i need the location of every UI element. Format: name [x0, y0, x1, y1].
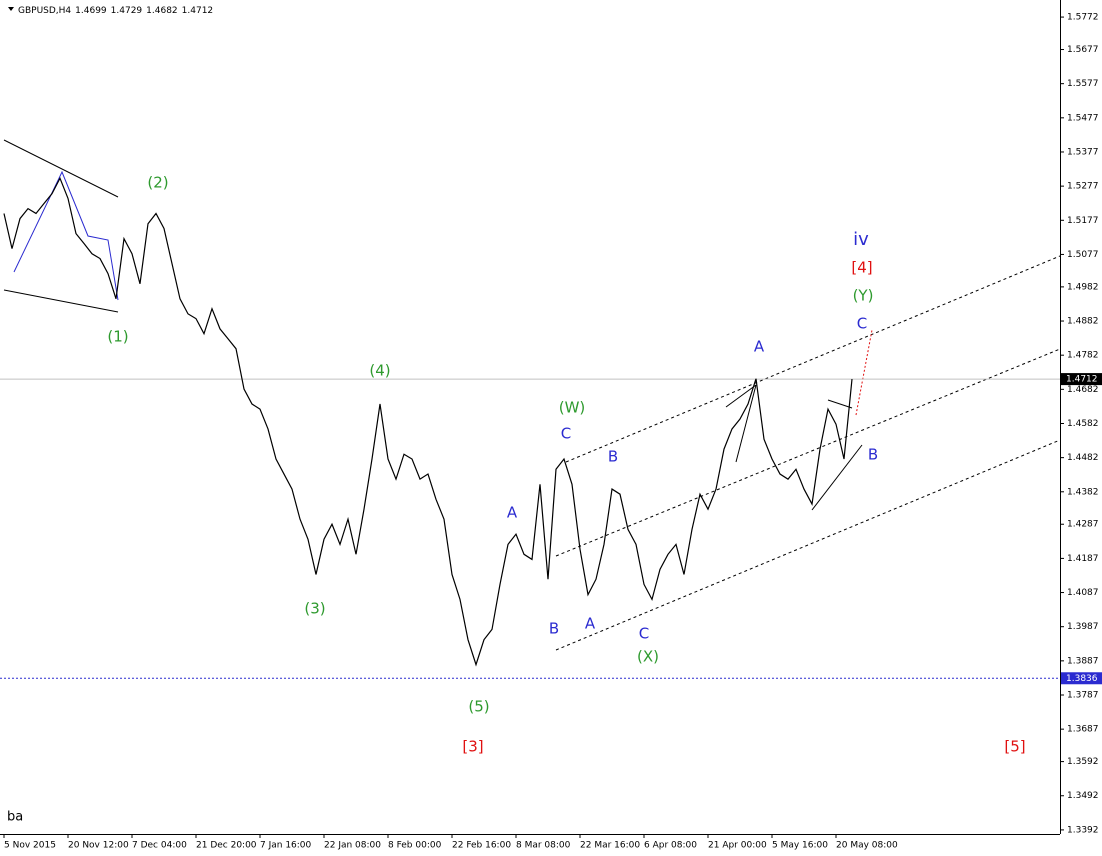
level-label: 1.3836: [1066, 674, 1098, 684]
price-line: [3, 176, 853, 667]
wave-label: (4): [369, 362, 390, 380]
menu-arrow: [8, 7, 14, 11]
wave-label: iv: [853, 229, 869, 250]
trend-lines: [3, 139, 863, 511]
wave-lines: [13, 170, 119, 301]
y-tick-label: 1.4287: [1067, 520, 1099, 530]
wave-label: B: [608, 448, 618, 466]
wave-label: A: [585, 615, 596, 633]
ohlc-value: 1.4729: [111, 6, 143, 16]
wave-label: (W): [559, 399, 586, 417]
channel-lines: [555, 255, 1061, 651]
ohlc-value: 1.4712: [182, 6, 214, 16]
ohlc-value: 1.4682: [146, 6, 178, 16]
projection-line: [855, 329, 873, 416]
y-tick-label: 1.4087: [1067, 588, 1099, 598]
x-tick-label: 6 Apr 08:00: [644, 841, 697, 851]
wave-label: C: [857, 315, 867, 333]
y-tick-label: 1.4882: [1067, 317, 1099, 327]
y-tick-label: 1.3987: [1067, 622, 1099, 632]
y-tick-label: 1.5177: [1067, 216, 1099, 226]
x-tick-label: 5 Nov 2015: [4, 841, 56, 851]
y-tick-label: 1.5077: [1067, 250, 1099, 260]
x-tick-label: 20 Nov 12:00: [68, 841, 129, 851]
current-price-box: [1061, 373, 1102, 386]
x-tick-label: 20 May 08:00: [836, 841, 898, 851]
wave-label: (1): [107, 328, 128, 346]
y-tick-label: 1.5772: [1067, 13, 1099, 23]
current-price-label: 1.4712: [1066, 375, 1098, 385]
y-tick-label: 1.4682: [1067, 385, 1099, 395]
y-tick-label: 1.5577: [1067, 79, 1099, 89]
wave-label: (3): [304, 600, 325, 618]
y-tick-label: 1.4582: [1067, 419, 1099, 429]
wave-label: A: [507, 504, 518, 522]
x-tick-label: 8 Mar 08:00: [516, 841, 571, 851]
x-tick-label: 7 Jan 16:00: [260, 841, 312, 851]
y-tick-label: 1.4382: [1067, 487, 1099, 497]
x-tick-label: 8 Feb 00:00: [388, 841, 442, 851]
y-tick-label: 1.3787: [1067, 691, 1099, 701]
wave-label: (Y): [853, 287, 874, 305]
y-tick-label: 1.4782: [1067, 351, 1099, 361]
level-box: [1061, 672, 1102, 685]
y-tick-label: 1.5477: [1067, 113, 1099, 123]
y-tick-label: 1.5277: [1067, 182, 1099, 192]
wave-label: (X): [637, 648, 659, 666]
y-tick-label: 1.5677: [1067, 45, 1099, 55]
wave-label: [3]: [462, 738, 483, 756]
wave-label: B: [549, 620, 559, 638]
y-tick-label: 1.3492: [1067, 791, 1099, 801]
x-tick-label: 21 Dec 20:00: [196, 841, 257, 851]
x-tick-label: 22 Mar 16:00: [580, 841, 640, 851]
x-tick-label: 7 Dec 04:00: [132, 841, 187, 851]
wave-label: (5): [468, 698, 489, 716]
x-tick-label: 5 May 16:00: [772, 841, 828, 851]
y-tick-label: 1.4187: [1067, 554, 1099, 564]
y-tick-label: 1.3887: [1067, 656, 1099, 666]
wave-label: [4]: [851, 259, 872, 277]
wave-label: C: [639, 625, 649, 643]
wave-label: [5]: [1004, 738, 1025, 756]
symbol: GBPUSD,H4: [18, 6, 71, 16]
wave-label: A: [754, 338, 765, 356]
y-tick-label: 1.3592: [1067, 757, 1099, 767]
ohlc-value: 1.4699: [75, 6, 107, 16]
y-tick-label: 1.4482: [1067, 453, 1099, 463]
wave-label: B: [868, 446, 878, 464]
note: ba: [7, 810, 23, 825]
wave-label: (2): [147, 174, 168, 192]
wave-label: C: [561, 425, 571, 443]
y-tick-label: 1.3687: [1067, 725, 1099, 735]
x-tick-label: 22 Feb 16:00: [452, 841, 511, 851]
x-tick-label: 22 Jan 08:00: [324, 841, 381, 851]
y-tick-label: 1.3392: [1067, 825, 1099, 835]
x-tick-label: 21 Apr 00:00: [708, 841, 767, 851]
chart-title: GBPUSD,H4 1.4699 1.4729 1.4682 1.4712: [18, 6, 213, 16]
y-tick-label: 1.5377: [1067, 147, 1099, 157]
y-tick-label: 1.4982: [1067, 282, 1099, 292]
